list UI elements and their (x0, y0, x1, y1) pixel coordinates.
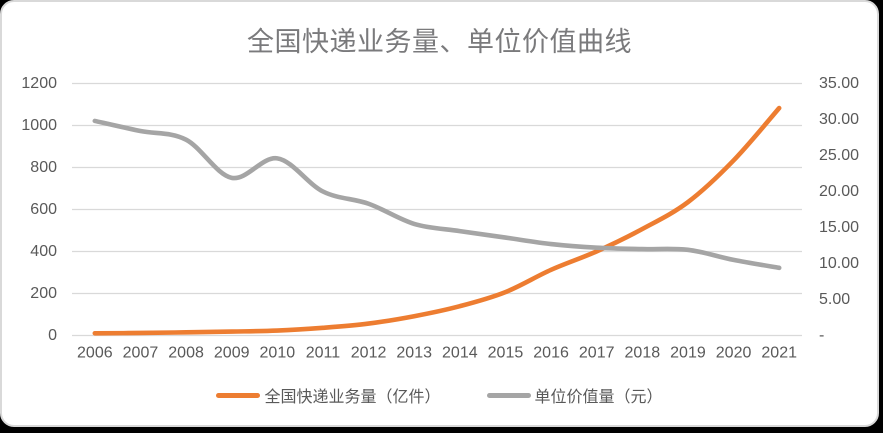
legend-label-volume: 全国快递业务量（亿件） (264, 389, 441, 406)
svg-text:1200: 1200 (21, 75, 57, 92)
gridlines (72, 82, 802, 337)
svg-text:400: 400 (30, 243, 57, 260)
svg-text:2007: 2007 (123, 345, 159, 362)
svg-text:20.00: 20.00 (819, 183, 859, 200)
series-line-volume (92, 105, 782, 336)
svg-text:2006: 2006 (77, 345, 113, 362)
chart-title: 全国快递业务量、单位价值曲线 (247, 27, 632, 57)
x-axis-ticks: 2006 2007 2008 2009 2010 2011 2012 2013 2014 2015… (77, 345, 797, 362)
legend-item-unit-value: 单位价值量（元） (486, 383, 663, 407)
svg-text:2013: 2013 (396, 345, 432, 362)
svg-text:5.00: 5.00 (819, 291, 850, 308)
svg-text:30.00: 30.00 (819, 111, 859, 128)
svg-text:2012: 2012 (351, 345, 387, 362)
svg-text:600: 600 (30, 201, 57, 218)
svg-text:-: - (819, 327, 824, 344)
legend-label-unit-value: 单位价值量（元） (534, 389, 663, 406)
svg-text:2010: 2010 (260, 345, 296, 362)
svg-text:35.00: 35.00 (819, 75, 859, 92)
svg-text:0: 0 (48, 327, 57, 344)
svg-text:25.00: 25.00 (819, 147, 859, 164)
svg-text:2008: 2008 (168, 345, 204, 362)
svg-text:10.00: 10.00 (819, 255, 859, 272)
svg-text:2020: 2020 (716, 345, 752, 362)
svg-text:2021: 2021 (761, 345, 797, 362)
svg-text:2009: 2009 (214, 345, 250, 362)
svg-text:2017: 2017 (579, 345, 615, 362)
left-axis-ticks: 1200 1000 800 600 400 200 0 (21, 75, 57, 344)
right-axis-ticks: 35.00 30.00 25.00 20.00 15.00 10.00 5.00 - (819, 75, 859, 344)
svg-text:2014: 2014 (442, 345, 478, 362)
svg-text:200: 200 (30, 285, 57, 302)
legend-line-swatch-unit-value (486, 392, 531, 398)
legend: 全国快递业务量（亿件） 单位价值量（元） (2, 382, 877, 408)
svg-text:15.00: 15.00 (819, 219, 859, 236)
svg-text:1000: 1000 (21, 117, 57, 134)
legend-item-volume: 全国快递业务量（亿件） (216, 383, 441, 407)
series-line-unit-value (92, 118, 782, 271)
svg-text:2011: 2011 (306, 345, 341, 362)
legend-line-swatch-volume (216, 392, 261, 398)
svg-text:800: 800 (30, 159, 57, 176)
svg-text:2019: 2019 (670, 345, 706, 362)
svg-text:2015: 2015 (488, 345, 524, 362)
svg-text:2018: 2018 (625, 345, 661, 362)
svg-text:2016: 2016 (533, 345, 569, 362)
